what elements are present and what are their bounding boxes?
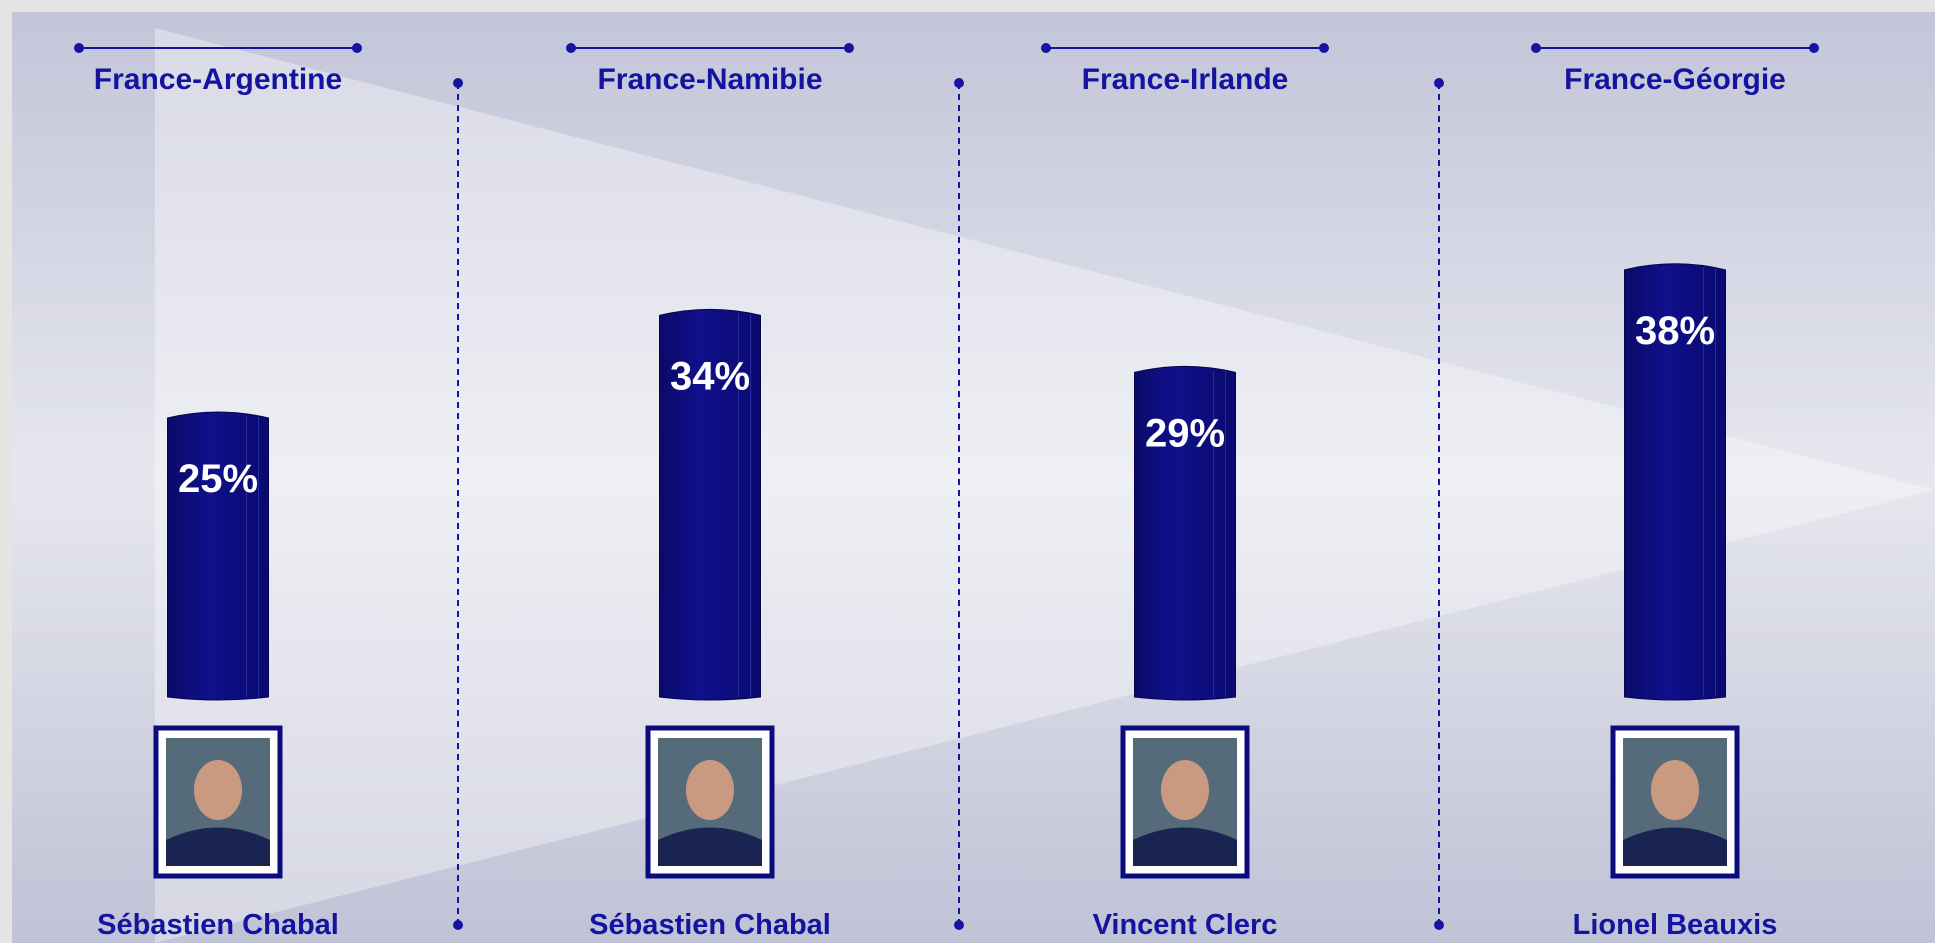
title-dot: [1041, 43, 1051, 53]
value-label: 38%: [1635, 309, 1715, 353]
match-title: France-Géorgie: [1564, 63, 1786, 96]
match-title: France-Argentine: [94, 63, 342, 96]
bar: [168, 412, 269, 700]
value-label: 25%: [178, 457, 258, 501]
separator-dot: [954, 920, 964, 930]
chart: France-Argentine 25% Sébastien Chabal Franc…: [0, 0, 1935, 943]
title-dot: [1809, 43, 1819, 53]
title-dot: [566, 43, 576, 53]
separator-dot: [453, 78, 463, 88]
player-name: Sébastien Chabal: [589, 909, 831, 941]
value-label: 34%: [670, 354, 750, 398]
title-dot: [1319, 43, 1329, 53]
photo-face: [686, 760, 734, 820]
value-label: 29%: [1145, 411, 1225, 455]
player-name: Vincent Clerc: [1093, 909, 1278, 941]
separator-dot: [954, 78, 964, 88]
title-dot: [352, 43, 362, 53]
separator-dot: [1434, 920, 1444, 930]
match-title: France-Irlande: [1082, 63, 1289, 96]
title-dot: [74, 43, 84, 53]
player-name: Lionel Beauxis: [1573, 909, 1778, 941]
separator-dot: [453, 920, 463, 930]
title-dot: [1531, 43, 1541, 53]
photo-face: [1651, 760, 1699, 820]
separator-dot: [1434, 78, 1444, 88]
photo-face: [1161, 760, 1209, 820]
photo-face: [194, 760, 242, 820]
match-title: France-Namibie: [597, 63, 822, 96]
player-name: Sébastien Chabal: [97, 909, 339, 941]
title-dot: [844, 43, 854, 53]
